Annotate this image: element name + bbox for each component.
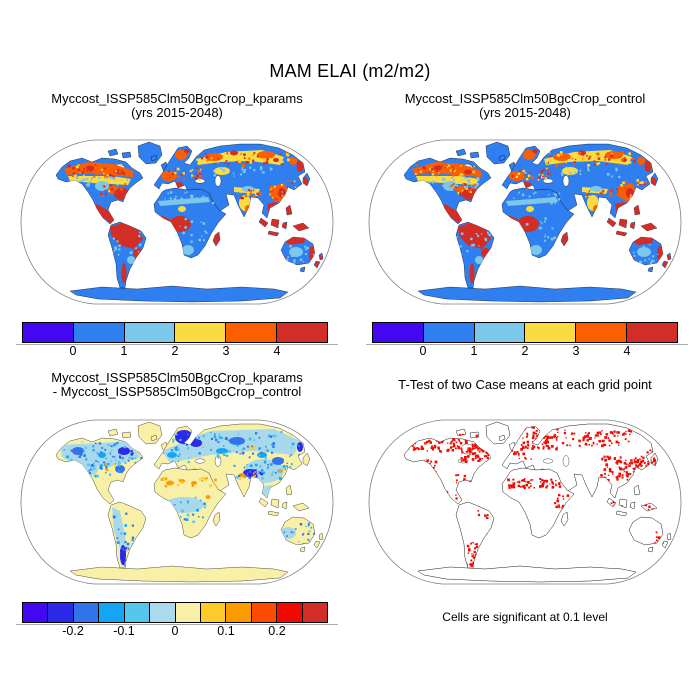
map-ttest <box>368 419 682 585</box>
colorbar-strip <box>22 322 328 343</box>
colorbar-tick-label: 1 <box>120 344 128 358</box>
panel-title-control: Myccost_ISSP585Clm50BgcCrop_control (yrs… <box>360 92 690 120</box>
colorbar-tick-label: 2 <box>171 344 179 358</box>
colorbar-strip <box>22 602 328 623</box>
colorbar-strip <box>372 322 678 343</box>
panel-title-difference: Myccost_ISSP585Clm50BgcCrop_kparams - My… <box>12 371 342 399</box>
colorbar-segment <box>474 323 526 342</box>
colorbar-segment <box>627 323 677 342</box>
map-control <box>368 139 682 305</box>
colorbar-segment <box>423 323 475 342</box>
colorbar-segment <box>251 603 278 622</box>
colorbar-segment <box>576 323 628 342</box>
colorbar-elai-left: 0 1 2 3 4 <box>22 322 328 358</box>
panel-title-control-line2: (yrs 2015-2048) <box>479 105 571 120</box>
colorbar-tick-label: 4 <box>273 344 281 358</box>
colorbar-underline <box>16 344 338 345</box>
colorbar-segment <box>175 603 201 622</box>
map-difference <box>20 419 334 585</box>
panel-title-kparams-line2: (yrs 2015-2048) <box>131 105 223 120</box>
colorbar-segment <box>124 323 176 342</box>
colorbar-underline <box>366 344 688 345</box>
colorbar-tickrow: 0 1 2 3 4 <box>372 344 678 359</box>
colorbar-tick-label: 0 <box>171 624 179 638</box>
colorbar-tick-label: 2 <box>521 344 529 358</box>
colorbar-segment <box>73 323 125 342</box>
significance-caption: Cells are significant at 0.1 level <box>442 610 608 624</box>
panel-title-ttest-line1: T-Test of two Case means at each grid po… <box>398 377 652 392</box>
colorbar-tick-label: 1 <box>470 344 478 358</box>
panel-title-ttest: T-Test of two Case means at each grid po… <box>360 378 690 392</box>
colorbar-segment <box>302 603 328 622</box>
figure-title: MAM ELAI (m2/m2) <box>269 61 431 81</box>
panel-title-difference-line2: - Myccost_ISSP585Clm50BgcCrop_control <box>52 384 302 399</box>
colorbar-tick-label: 0 <box>69 344 77 358</box>
colorbar-segment <box>73 603 100 622</box>
colorbar-diff: -0.2 -0.1 0 0.1 0.2 <box>22 602 328 638</box>
colorbar-segment <box>23 603 49 622</box>
colorbar-segment <box>124 603 151 622</box>
colorbar-segment <box>175 323 227 342</box>
panel-title-kparams: Myccost_ISSP585Clm50BgcCrop_kparams (yrs… <box>12 92 342 120</box>
colorbar-segment <box>277 323 327 342</box>
colorbar-tick-label: 0.1 <box>217 624 235 638</box>
colorbar-tick-label: 4 <box>623 344 631 358</box>
colorbar-segment <box>226 603 252 622</box>
colorbar-segment <box>525 323 577 342</box>
panel-title-kparams-line1: Myccost_ISSP585Clm50BgcCrop_kparams <box>51 91 303 106</box>
elai-texture <box>415 151 662 265</box>
panel-title-control-line1: Myccost_ISSP585Clm50BgcCrop_control <box>404 91 646 106</box>
colorbar-segment <box>48 603 74 622</box>
colorbar-tick-label: 0.2 <box>268 624 286 638</box>
colorbar-underline <box>16 624 338 625</box>
colorbar-tick-label: -0.2 <box>62 624 84 638</box>
colorbar-segment <box>226 323 278 342</box>
colorbar-segment <box>373 323 424 342</box>
panel-title-difference-line1: Myccost_ISSP585Clm50BgcCrop_kparams <box>51 370 303 385</box>
colorbar-tickrow: 0 1 2 3 4 <box>22 344 328 359</box>
colorbar-segment <box>23 323 74 342</box>
colorbar-tick-label: 3 <box>222 344 230 358</box>
colorbar-elai-right: 0 1 2 3 4 <box>372 322 678 358</box>
colorbar-segment <box>150 603 176 622</box>
colorbar-tick-label: 3 <box>572 344 580 358</box>
map-kparams <box>20 139 334 305</box>
colorbar-segment <box>99 603 125 622</box>
colorbar-tick-label: -0.1 <box>113 624 135 638</box>
colorbar-segment <box>200 603 227 622</box>
colorbar-segment <box>277 603 303 622</box>
colorbar-tickrow: -0.2 -0.1 0 0.1 0.2 <box>22 624 328 639</box>
colorbar-tick-label: 0 <box>419 344 427 358</box>
